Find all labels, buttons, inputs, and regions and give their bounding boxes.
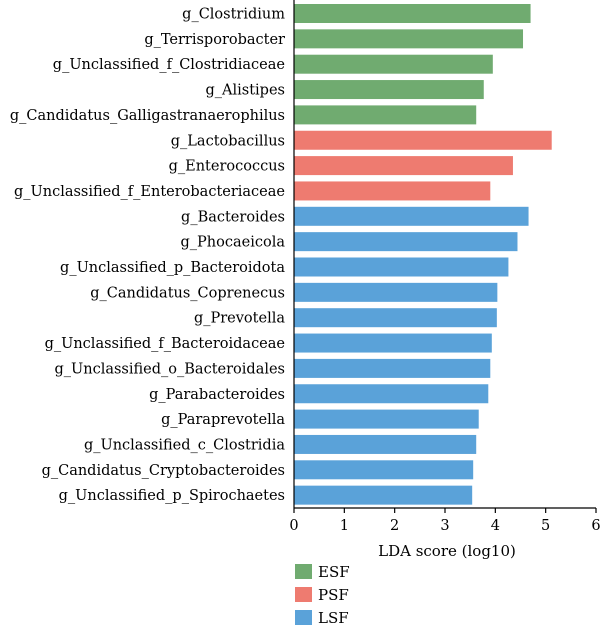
bar-g-candidatus-coprenecus	[294, 282, 498, 302]
category-label-g-unclassified-f-clostridiaceae: g_Unclassified_f_Clostridiaceae	[53, 57, 285, 73]
category-label-g-phocaeicola: g_Phocaeicola	[181, 235, 286, 251]
bar-g-unclassified-c-clostridia	[294, 434, 477, 454]
category-label-g-unclassified-c-clostridia: g_Unclassified_c_Clostridia	[84, 437, 285, 453]
legend-label-psf: PSF	[318, 586, 349, 604]
bars-layer	[293, 0, 552, 508]
x-axis-title: LDA score (log10)	[378, 542, 516, 560]
bar-g-unclassified-f-clostridiaceae	[294, 54, 493, 74]
bar-g-unclassified-f-enterobacteriaceae	[294, 181, 491, 201]
bar-g-unclassified-f-bacteroidaceae	[294, 333, 492, 353]
x-axis: 0 1 2 3 4 5 6	[289, 507, 600, 534]
category-label-g-terrisporobacter: g_Terrisporobacter	[144, 32, 285, 48]
category-label-g-lactobacillus: g_Lactobacillus	[171, 133, 285, 149]
bar-g-prevotella	[294, 308, 497, 328]
category-label-g-paraprevotella: g_Paraprevotella	[161, 412, 285, 428]
x-tick-label-6: 6	[591, 518, 600, 534]
x-tick-label-3: 3	[440, 518, 449, 534]
legend-label-lsf: LSF	[318, 609, 349, 627]
category-label-g-clostridium: g_Clostridium	[182, 7, 285, 23]
category-label-g-unclassified-f-enterobacteriaceae: g_Unclassified_f_Enterobacteriaceae	[14, 184, 285, 200]
category-label-g-alistipes: g_Alistipes	[206, 83, 286, 99]
bar-g-parabacteroides	[294, 384, 489, 404]
bar-g-terrisporobacter	[294, 29, 524, 49]
category-label-g-unclassified-p-spirochaetes: g_Unclassified_p_Spirochaetes	[59, 488, 285, 504]
bar-g-unclassified-o-bacteroidales	[294, 358, 491, 378]
bar-g-bacteroides	[294, 206, 529, 226]
x-tick-label-4: 4	[491, 518, 500, 534]
legend-swatch-psf	[295, 587, 312, 602]
category-label-g-unclassified-p-bacteroidota: g_Unclassified_p_Bacteroidota	[60, 260, 285, 276]
category-label-g-enterococcus: g_Enterococcus	[169, 159, 285, 175]
bar-g-phocaeicola	[294, 232, 518, 252]
x-tick-label-5: 5	[541, 518, 550, 534]
bar-g-lactobacillus	[294, 130, 552, 150]
bar-g-candidatus-cryptobacteroides	[294, 460, 474, 480]
x-tick-label-1: 1	[340, 518, 349, 534]
legend-label-esf: ESF	[318, 563, 350, 581]
x-axis-ticks: 0 1 2 3 4 5 6	[289, 508, 600, 534]
category-label-g-candidatus-coprenecus: g_Candidatus_Coprenecus	[90, 285, 285, 301]
bar-g-alistipes	[294, 80, 484, 100]
legend-swatch-esf	[295, 564, 312, 579]
bar-g-paraprevotella	[294, 409, 479, 429]
bar-g-enterococcus	[294, 156, 513, 176]
category-label-g-prevotella: g_Prevotella	[194, 311, 285, 327]
category-label-g-parabacteroides: g_Parabacteroides	[149, 387, 285, 403]
bar-g-unclassified-p-spirochaetes	[294, 485, 473, 505]
category-label-g-unclassified-o-bacteroidales: g_Unclassified_o_Bacteroidales	[55, 361, 286, 377]
category-label-g-candidatus-cryptobacteroides: g_Candidatus_Cryptobacteroides	[42, 463, 285, 479]
legend-swatch-lsf	[295, 610, 312, 625]
category-label-g-bacteroides: g_Bacteroides	[181, 209, 285, 225]
legend: ESF PSF LSF	[295, 563, 350, 627]
category-label-g-unclassified-f-bacteroidaceae: g_Unclassified_f_Bacteroidaceae	[45, 336, 285, 352]
x-tick-label-0: 0	[289, 518, 298, 534]
bar-g-clostridium	[294, 4, 531, 23]
category-labels-layer: g_Clostridium g_Terrisporobacter g_Unclass…	[10, 7, 285, 505]
category-label-g-candidatus-galligastranaerophilus: g_Candidatus_Galligastranaerophilus	[10, 108, 285, 124]
bar-g-candidatus-galligastranaerophilus	[294, 105, 477, 125]
x-tick-label-2: 2	[390, 518, 399, 534]
bar-g-unclassified-p-bacteroidota	[294, 257, 509, 277]
